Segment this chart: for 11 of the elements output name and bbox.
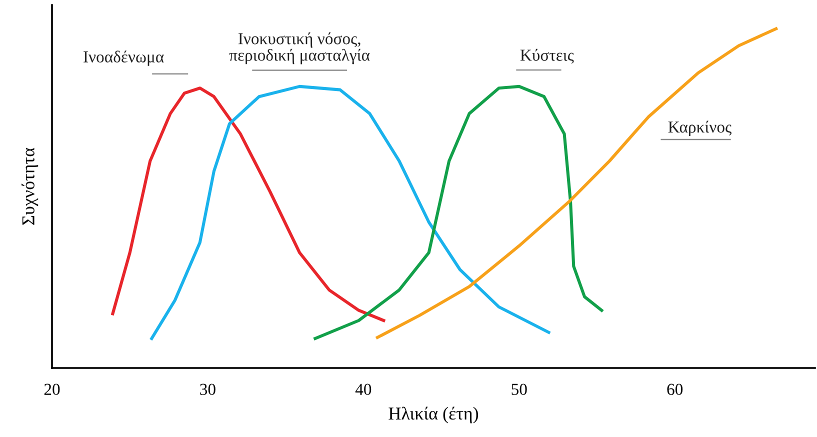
series-label: Καρκίνος bbox=[668, 120, 732, 136]
text: Ινοκυστική νόσος, περιοδική μασταλγία bbox=[229, 32, 370, 64]
text: Ινοαδένωμα bbox=[84, 50, 164, 66]
series-label: Κύστεις bbox=[520, 48, 574, 64]
y-axis-title: Συχνότητα bbox=[22, 148, 38, 225]
x-tick-label: 30 bbox=[200, 384, 216, 396]
x-tick-label: 40 bbox=[355, 384, 372, 396]
x-tick-label: 20 bbox=[44, 384, 60, 396]
x-tick-label: 60 bbox=[667, 384, 683, 396]
x-tick-label: 50 bbox=[512, 384, 527, 396]
x-axis-title: Ηλικία (έτη) bbox=[388, 406, 478, 424]
